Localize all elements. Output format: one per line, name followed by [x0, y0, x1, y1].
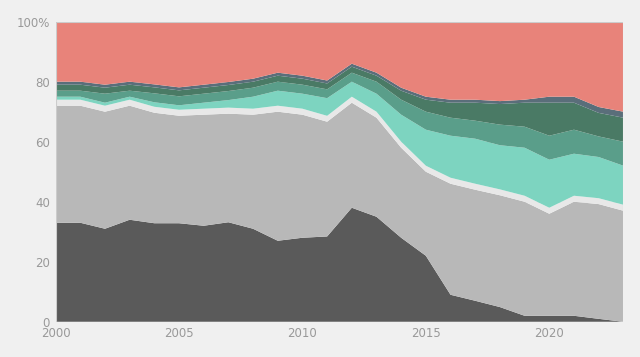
Bar — [56, 22, 623, 322]
